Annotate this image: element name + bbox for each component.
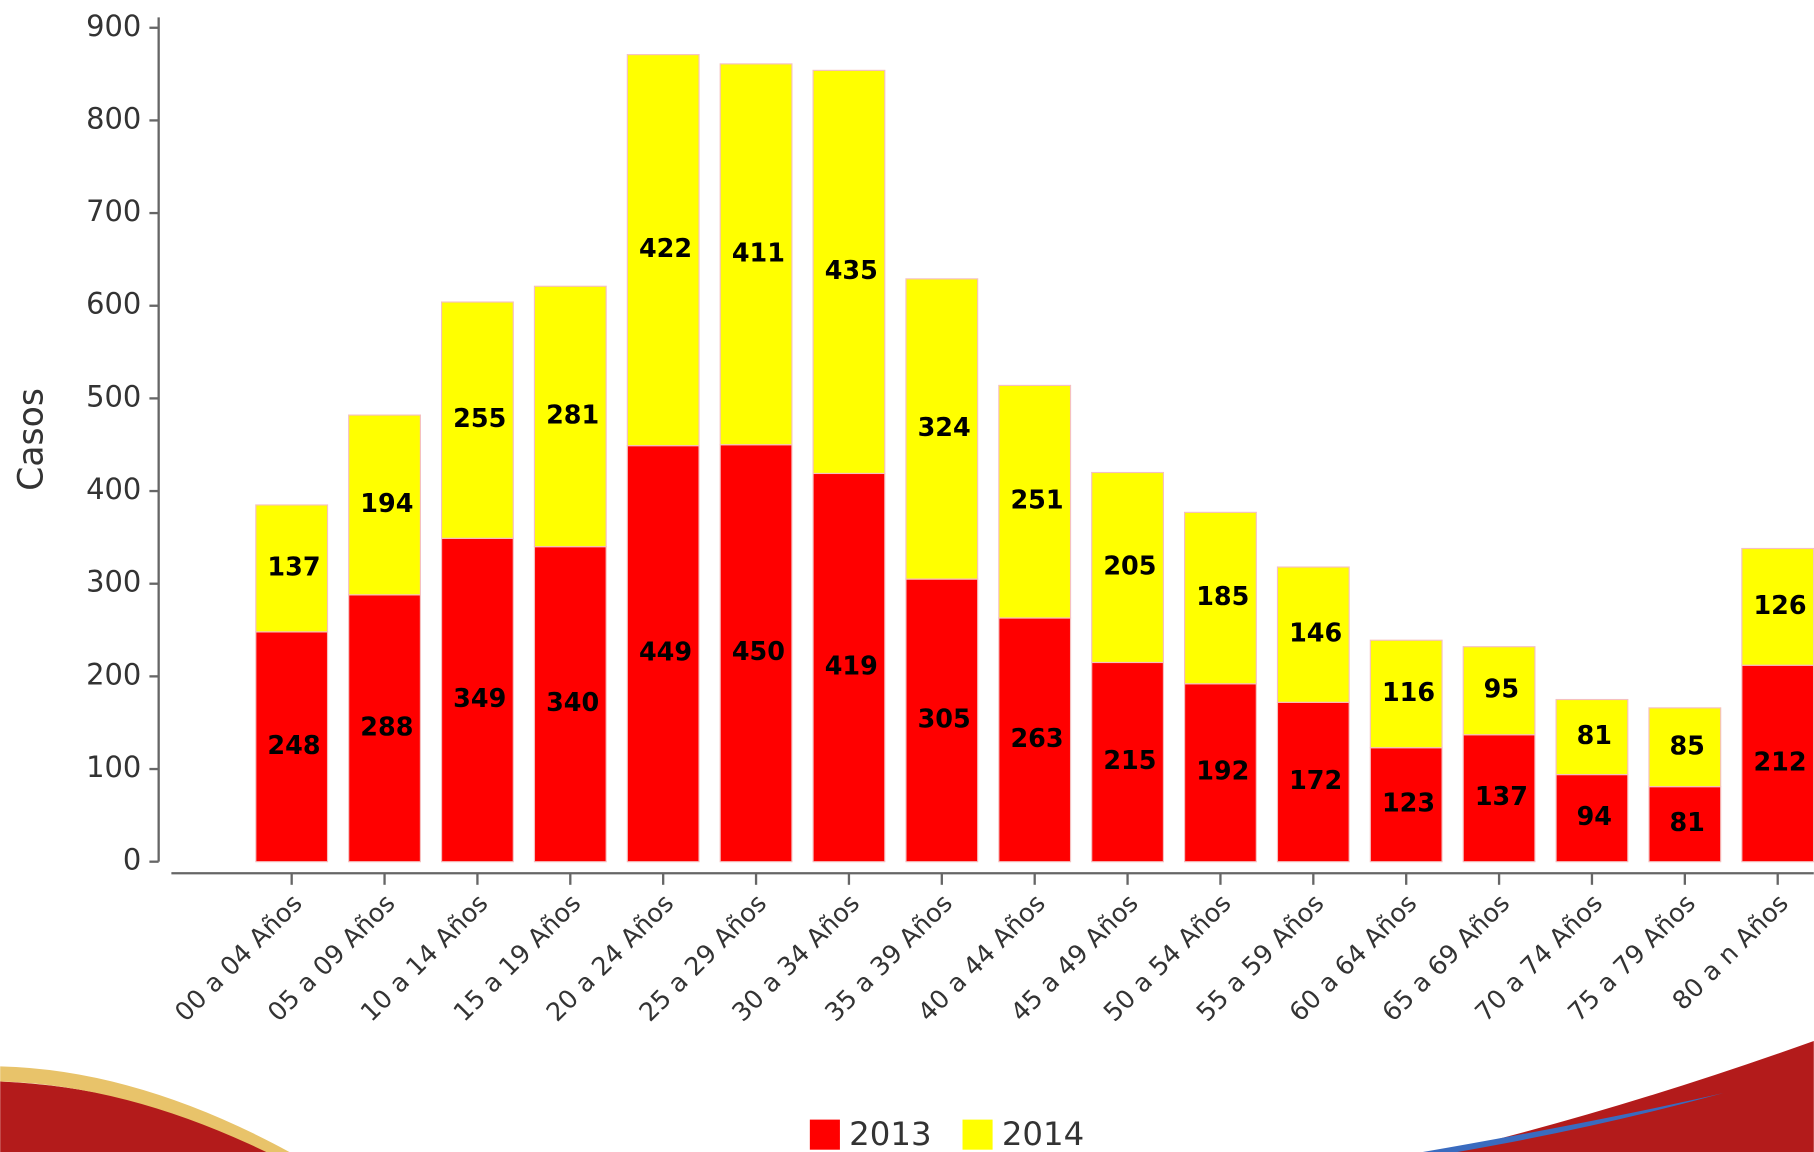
legend-label: 2013 xyxy=(849,1115,931,1152)
legend-label: 2014 xyxy=(1002,1115,1084,1152)
y-tick-label: 100 xyxy=(86,750,141,784)
value-label: 81 xyxy=(1577,720,1612,750)
y-tick-label: 300 xyxy=(86,565,141,599)
value-label: 281 xyxy=(546,399,599,429)
value-label: 185 xyxy=(1196,581,1249,611)
value-label: 205 xyxy=(1103,550,1156,580)
y-tick-label: 700 xyxy=(86,194,141,228)
value-label: 349 xyxy=(453,683,506,713)
value-label: 146 xyxy=(1289,618,1342,648)
y-tick-label: 600 xyxy=(86,287,141,321)
value-label: 340 xyxy=(546,687,599,717)
value-label: 116 xyxy=(1382,677,1435,707)
value-label: 192 xyxy=(1196,756,1249,786)
y-tick-label: 0 xyxy=(123,843,141,877)
chart: Casos 010020030040050060070080090000 a 0… xyxy=(0,0,1814,1152)
legend-swatch xyxy=(810,1120,840,1150)
decor-swoosh xyxy=(1446,1041,1814,1152)
value-label: 435 xyxy=(825,255,878,285)
value-label: 137 xyxy=(1475,781,1528,811)
value-label: 126 xyxy=(1753,590,1806,620)
value-label: 419 xyxy=(825,651,878,681)
value-label: 450 xyxy=(732,636,785,666)
value-label: 172 xyxy=(1289,765,1342,795)
value-label: 94 xyxy=(1577,801,1612,831)
value-label: 212 xyxy=(1753,746,1806,776)
value-label: 123 xyxy=(1382,788,1435,818)
y-tick-label: 800 xyxy=(86,101,141,135)
y-tick-label: 400 xyxy=(86,472,141,506)
value-label: 81 xyxy=(1669,807,1704,837)
value-label: 248 xyxy=(267,730,320,760)
y-tick-label: 500 xyxy=(86,379,141,413)
value-label: 85 xyxy=(1669,730,1704,760)
value-label: 411 xyxy=(732,237,785,267)
value-label: 305 xyxy=(918,703,971,733)
y-axis-title: Casos xyxy=(12,388,52,491)
value-label: 324 xyxy=(918,412,971,442)
value-label: 263 xyxy=(1010,723,1063,753)
legend-swatch xyxy=(963,1120,993,1150)
y-tick-label: 200 xyxy=(86,657,141,691)
y-tick-label: 900 xyxy=(86,9,141,43)
value-label: 422 xyxy=(639,233,692,263)
value-label: 215 xyxy=(1103,745,1156,775)
value-label: 255 xyxy=(453,403,506,433)
value-label: 449 xyxy=(639,637,692,667)
value-label: 251 xyxy=(1010,485,1063,515)
value-label: 95 xyxy=(1484,674,1519,704)
value-label: 288 xyxy=(360,711,413,741)
value-label: 194 xyxy=(360,488,413,518)
value-label: 137 xyxy=(267,551,320,581)
